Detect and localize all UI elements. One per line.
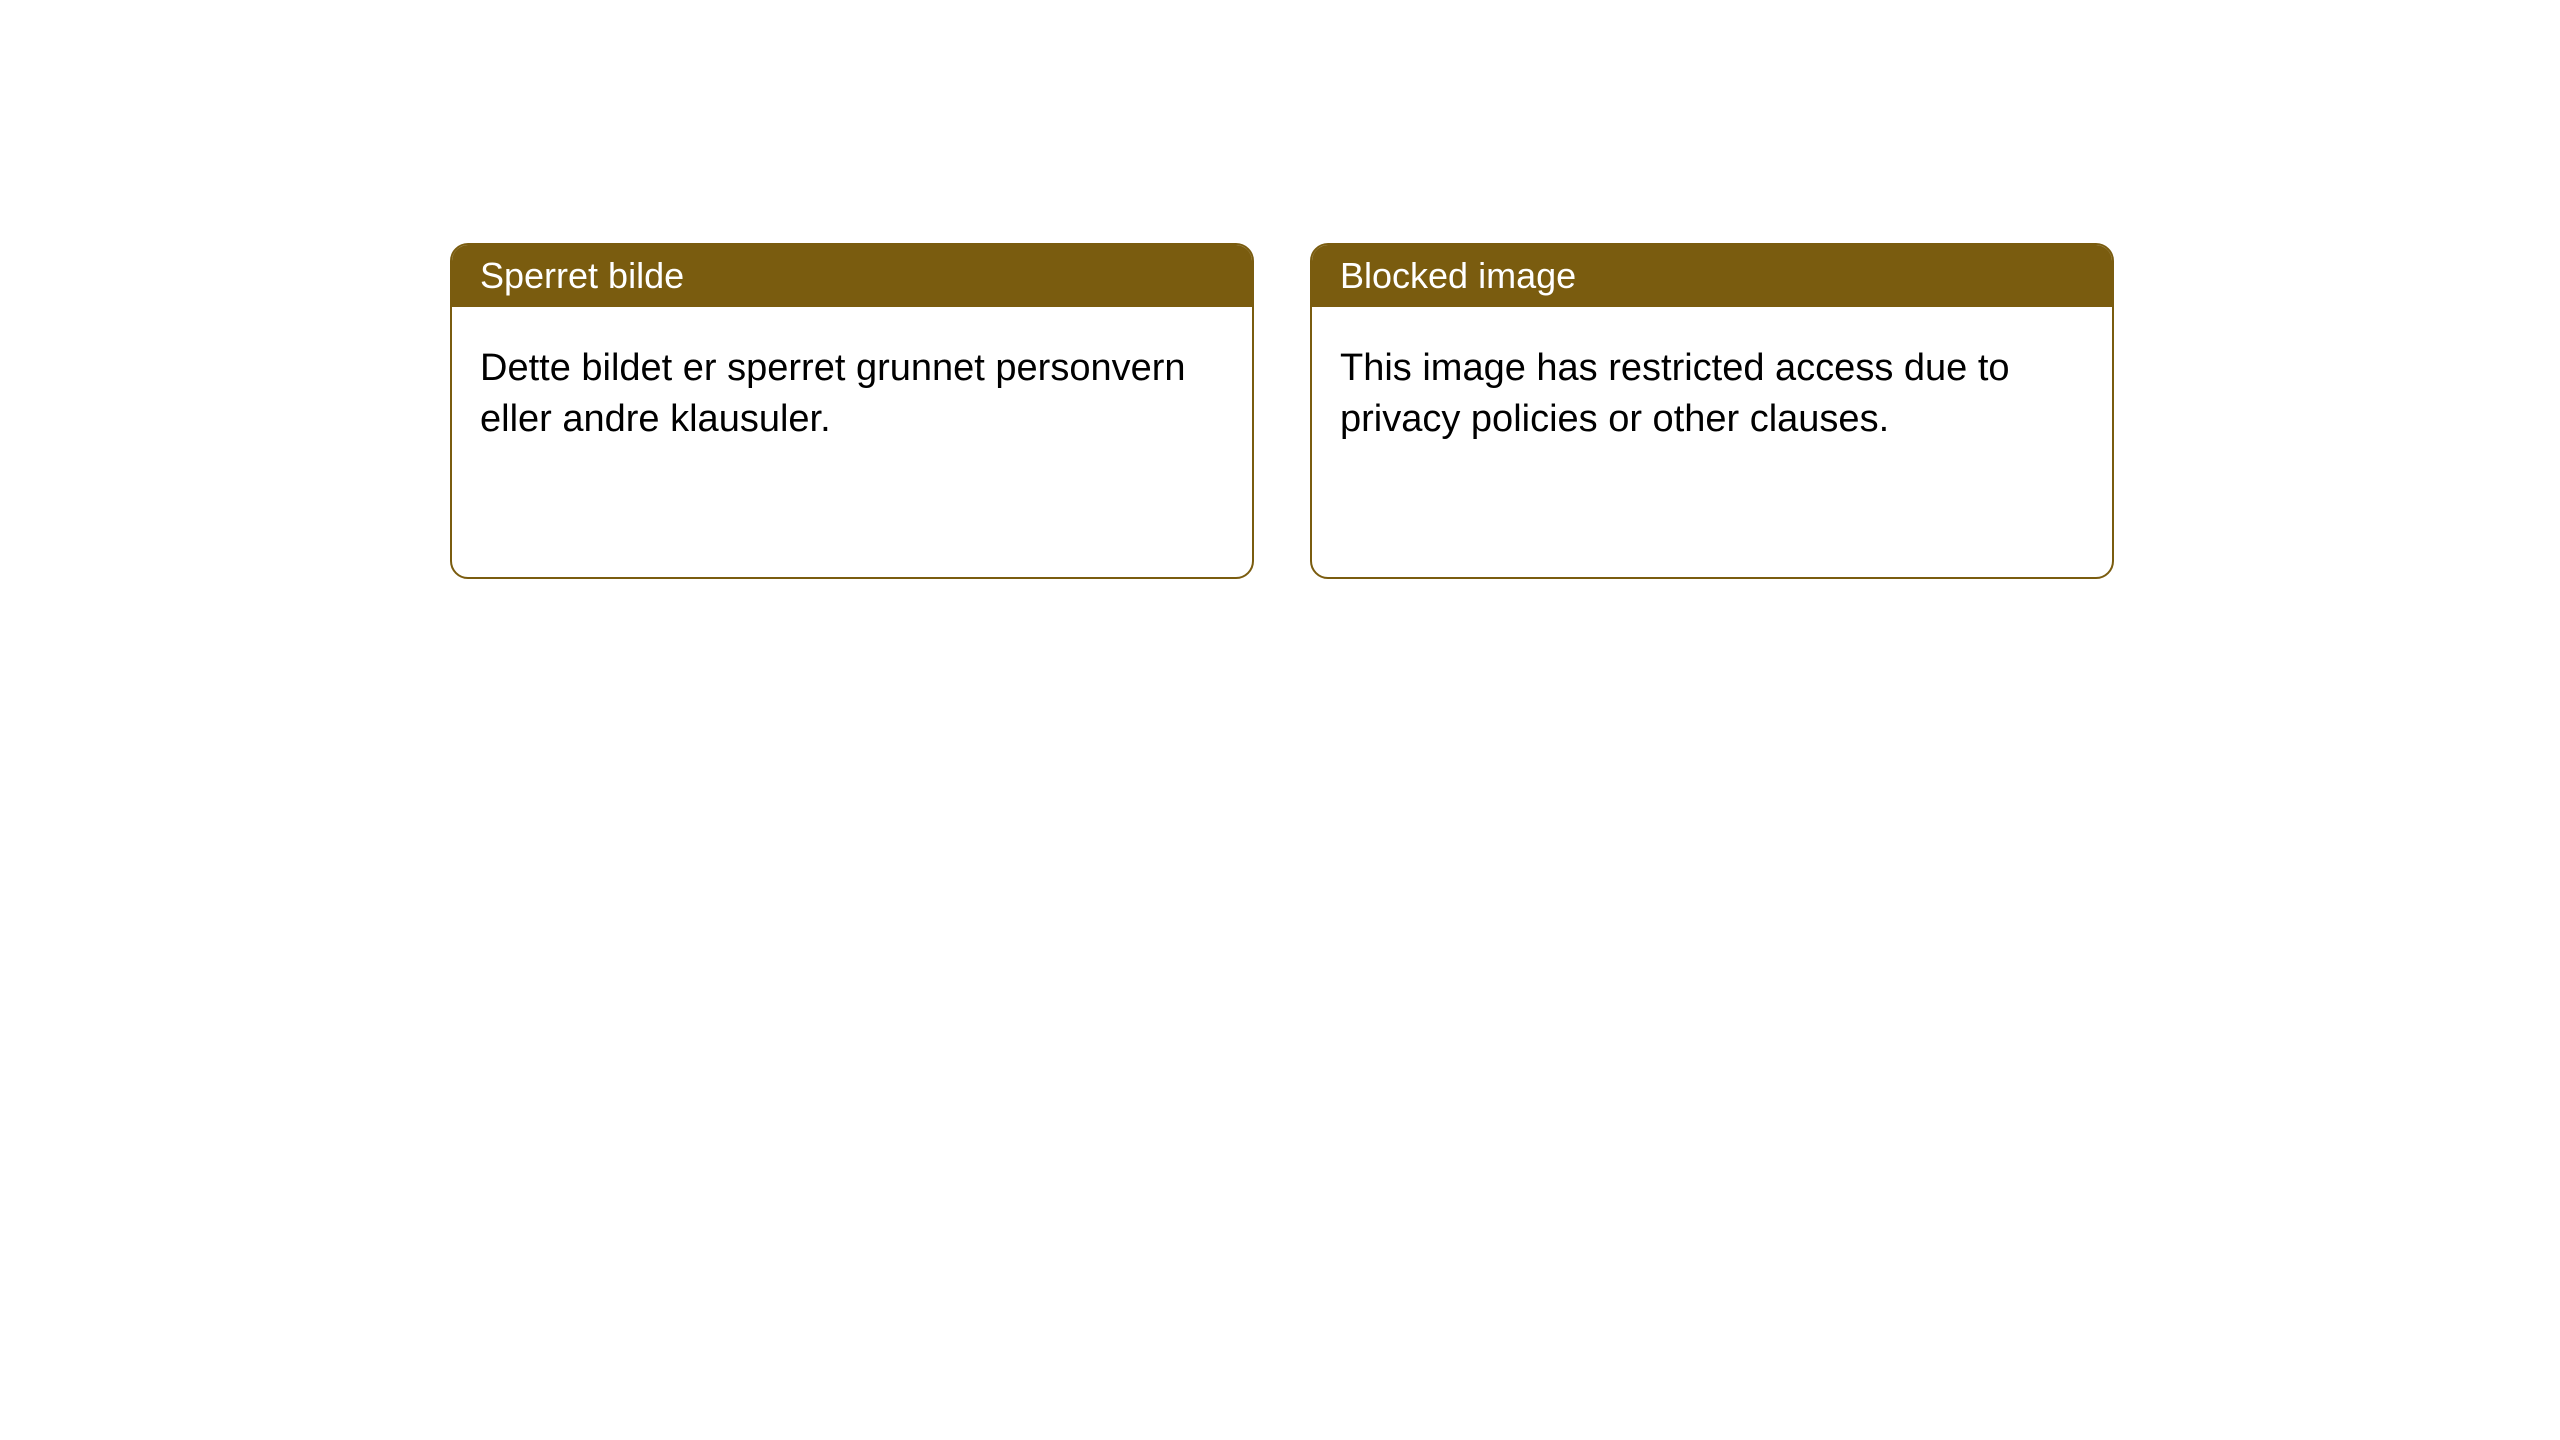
notice-card-norwegian: Sperret bilde Dette bildet er sperret gr… bbox=[450, 243, 1254, 579]
card-header: Blocked image bbox=[1312, 245, 2112, 307]
card-title: Blocked image bbox=[1340, 255, 1576, 296]
card-body: Dette bildet er sperret grunnet personve… bbox=[452, 307, 1252, 577]
card-header: Sperret bilde bbox=[452, 245, 1252, 307]
card-body-text: Dette bildet er sperret grunnet personve… bbox=[480, 347, 1186, 440]
card-title: Sperret bilde bbox=[480, 255, 684, 296]
notice-cards-container: Sperret bilde Dette bildet er sperret gr… bbox=[0, 0, 2560, 579]
card-body-text: This image has restricted access due to … bbox=[1340, 347, 2010, 440]
notice-card-english: Blocked image This image has restricted … bbox=[1310, 243, 2114, 579]
card-body: This image has restricted access due to … bbox=[1312, 307, 2112, 577]
